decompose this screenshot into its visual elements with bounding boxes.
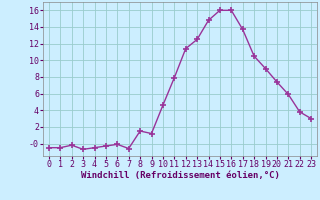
X-axis label: Windchill (Refroidissement éolien,°C): Windchill (Refroidissement éolien,°C) <box>81 171 279 180</box>
